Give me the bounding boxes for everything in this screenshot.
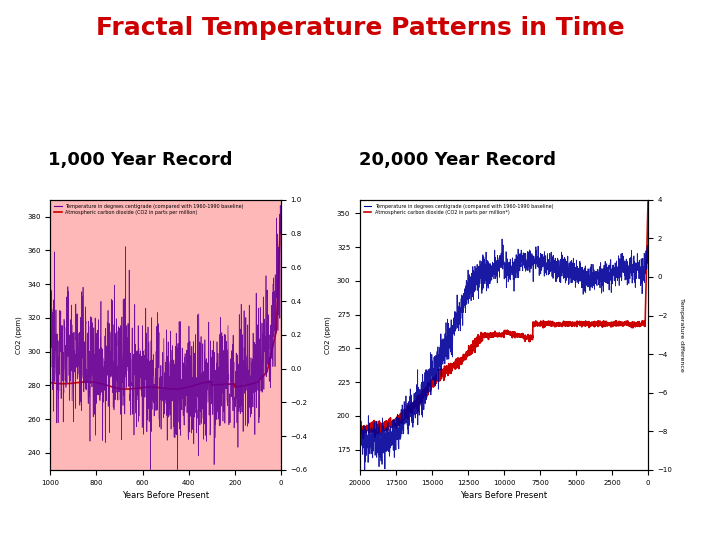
Text: 1,000 Year Record: 1,000 Year Record [48,151,233,169]
Y-axis label: CO2 (ppm): CO2 (ppm) [15,316,22,354]
Text: 20,000 Year Record: 20,000 Year Record [359,151,556,169]
Y-axis label: Temperature difference: Temperature difference [679,298,684,372]
Text: Fractal Temperature Patterns in Time: Fractal Temperature Patterns in Time [96,16,624,40]
Legend: Temperature in degrees centigrade (compared with 1960-1990 baseline), Atmospheri: Temperature in degrees centigrade (compa… [53,202,246,216]
Legend: Temperature in degrees centigrade (compared with 1960-1990 baseline), Atmospheri: Temperature in degrees centigrade (compa… [362,202,555,216]
X-axis label: Years Before Present: Years Before Present [460,491,548,500]
Y-axis label: CO2 (ppm): CO2 (ppm) [325,316,331,354]
X-axis label: Years Before Present: Years Before Present [122,491,210,500]
